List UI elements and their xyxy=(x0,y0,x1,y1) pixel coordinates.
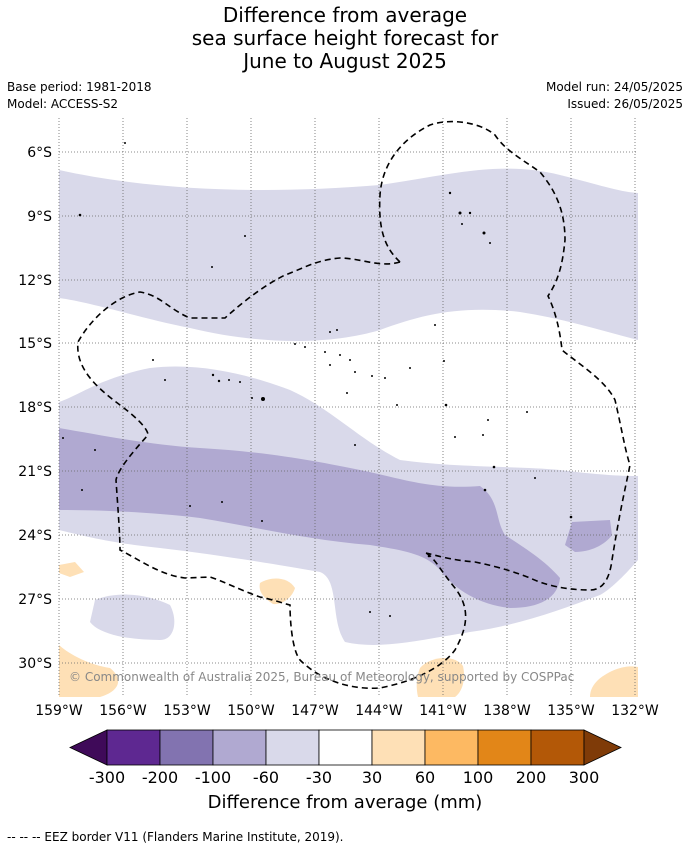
lat-tick-18s: 18°S xyxy=(18,400,52,416)
colorbar-ticks: -300 -200 -100 -60 -30 30 60 100 200 300 xyxy=(89,768,599,787)
colorbar xyxy=(69,729,622,766)
colorbar-tick-3: -100 xyxy=(195,768,231,787)
lon-tick-138w: 138°W xyxy=(483,703,531,719)
eez-border-west xyxy=(77,257,467,690)
lon-tick-135w: 135°W xyxy=(547,703,595,719)
title-line-3: June to August 2025 xyxy=(243,49,447,73)
islands xyxy=(62,142,573,617)
model-run: Model run: 24/05/2025 xyxy=(545,80,683,94)
anomaly-region-north xyxy=(59,168,638,342)
colorbar-tick-6: 30 xyxy=(362,768,382,787)
lon-tick-144w: 144°W xyxy=(355,703,403,719)
colorbar-bin-3 xyxy=(212,729,267,766)
colorbar-bin-9 xyxy=(530,729,585,766)
colorbar-tick-2: -200 xyxy=(142,768,178,787)
map-title: Difference from average sea surface heig… xyxy=(0,4,690,73)
colorbar-tick-10: 300 xyxy=(569,768,600,787)
lat-tick-6s: 6°S xyxy=(27,145,52,161)
anomaly-region-east-patch xyxy=(565,520,612,552)
lon-tick-156w: 156°W xyxy=(99,703,147,719)
lon-tick-141w: 141°W xyxy=(419,703,467,719)
colorbar-tick-1: -300 xyxy=(89,768,125,787)
colorbar-bin-8 xyxy=(477,729,532,766)
copyright-text: © Commonwealth of Australia 2025, Bureau… xyxy=(69,670,574,684)
eez-borders xyxy=(77,120,631,690)
model-name: Model: ACCESS-S2 xyxy=(7,97,119,111)
lat-tick-labels: 6°S 9°S 12°S 15°S 18°S 21°S 24°S 27°S 30… xyxy=(18,145,52,672)
colorbar-bin-6 xyxy=(371,729,426,766)
colorbar-tick-8: 100 xyxy=(463,768,494,787)
anomaly-field xyxy=(59,168,638,697)
lat-tick-27s: 27°S xyxy=(18,592,52,608)
anomaly-positive-south xyxy=(416,657,465,697)
eez-border-east xyxy=(378,120,631,591)
meta-left: Base period: 1981-2018 Model: ACCESS-S2 xyxy=(7,79,152,113)
colorbar-tick-5: -30 xyxy=(306,768,332,787)
anomaly-positive-west xyxy=(59,562,84,577)
lat-tick-30s: 30°S xyxy=(18,656,52,672)
colorbar-tick-4: -60 xyxy=(253,768,279,787)
lon-tick-159w: 159°W xyxy=(35,703,83,719)
anomaly-positive-center xyxy=(259,578,295,605)
anomaly-region-sw-patch xyxy=(90,594,175,640)
lon-tick-153w: 153°W xyxy=(163,703,211,719)
colorbar-arrow-low xyxy=(69,729,108,766)
anomaly-positive-southwest xyxy=(59,645,119,697)
lat-tick-15s: 15°S xyxy=(18,336,52,352)
gridlines xyxy=(58,118,638,697)
colorbar-tick-7: 60 xyxy=(415,768,435,787)
lat-tick-21s: 21°S xyxy=(18,464,52,480)
issued-date: Issued: 26/05/2025 xyxy=(567,97,683,111)
colorbar-bin-2 xyxy=(159,729,214,766)
colorbar-bin-5 xyxy=(318,729,373,766)
lon-tick-132w: 132°W xyxy=(611,703,659,719)
lon-tick-147w: 147°W xyxy=(291,703,339,719)
colorbar-bin-4 xyxy=(265,729,320,766)
colorbar-bin-1 xyxy=(106,729,161,766)
title-line-2: sea surface height forecast for xyxy=(191,26,499,50)
lon-tick-150w: 150°W xyxy=(227,703,275,719)
lat-tick-9s: 9°S xyxy=(27,209,52,225)
eez-footnote: -- -- -- EEZ border V11 (Flanders Marine… xyxy=(7,830,344,844)
meta-right: Model run: 24/05/2025 Issued: 26/05/2025 xyxy=(546,79,683,113)
colorbar-bin-7 xyxy=(424,729,479,766)
title-line-1: Difference from average xyxy=(222,3,468,27)
lon-tick-labels: 159°W 156°W 153°W 150°W 147°W 144°W 141°… xyxy=(35,703,659,719)
colorbar-arrow-high xyxy=(583,729,622,766)
base-period: Base period: 1981-2018 xyxy=(7,80,152,94)
lat-tick-24s: 24°S xyxy=(18,528,52,544)
colorbar-label: Difference from average (mm) xyxy=(207,792,483,813)
anomaly-region-core xyxy=(59,428,560,608)
lat-tick-12s: 12°S xyxy=(18,273,52,289)
anomaly-positive-southeast xyxy=(590,666,638,697)
colorbar-tick-9: 200 xyxy=(516,768,547,787)
